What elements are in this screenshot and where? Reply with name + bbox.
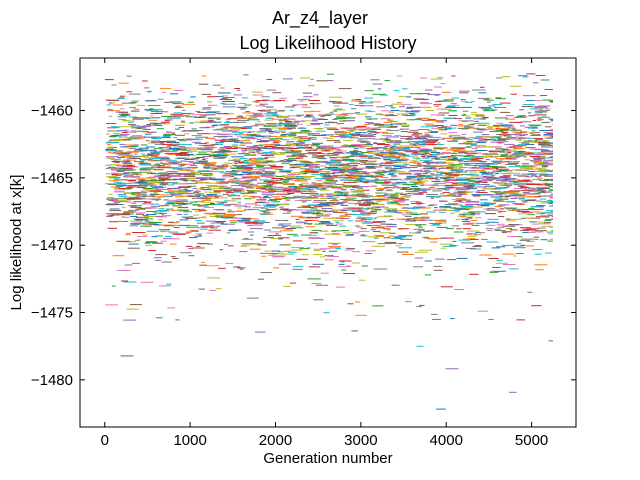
plot-frame <box>79 57 577 428</box>
plot-area <box>79 57 577 428</box>
chart-title: Ar_z4_layer <box>272 8 368 29</box>
x-axis: 0 1000 2000 3000 4000 5000 <box>101 58 548 449</box>
y-tick-label: −1460 <box>31 103 73 120</box>
x-tick-label: 4000 <box>430 432 463 449</box>
x-tick-label: 0 <box>101 432 109 449</box>
x-tick-label: 1000 <box>173 432 206 449</box>
y-axis: −1460 −1465 −1470 −1475 −1480 <box>31 103 576 389</box>
data-marks <box>104 73 553 410</box>
y-tick-label: −1470 <box>31 237 73 254</box>
x-tick-label: 2000 <box>259 432 292 449</box>
y-tick-label: −1465 <box>31 170 73 187</box>
chart-subtitle: Log Likelihood History <box>239 33 416 53</box>
y-tick-label: −1480 <box>31 372 73 389</box>
x-tick-label: 5000 <box>515 432 548 449</box>
y-tick-label: −1475 <box>31 305 73 322</box>
x-tick-label: 3000 <box>344 432 377 449</box>
x-axis-label: Generation number <box>263 450 392 467</box>
y-axis-label: Log likelihood at x[k] <box>8 175 25 311</box>
